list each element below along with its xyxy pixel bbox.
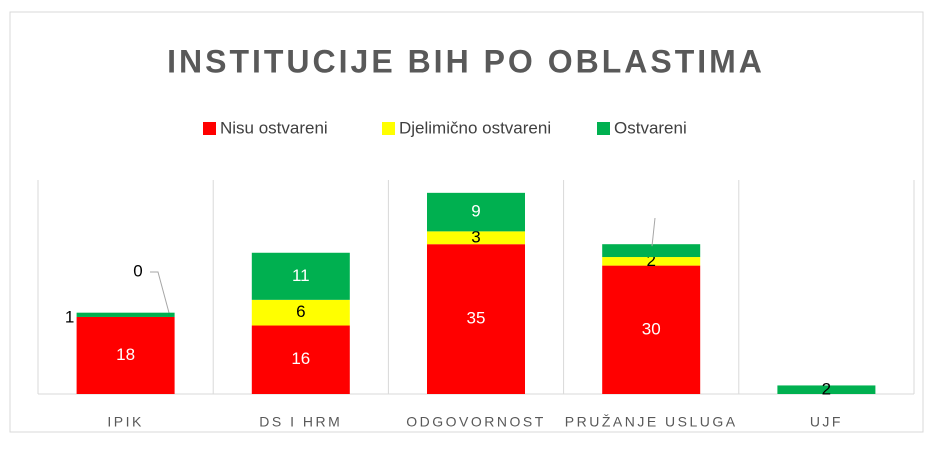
x-tick-label: PRUŽANJE USLUGA	[565, 414, 738, 430]
data-label: 3	[471, 227, 480, 246]
bar-segment	[602, 244, 701, 258]
bar-segment	[777, 385, 876, 394]
data-label: 0	[133, 261, 142, 280]
bar-segment	[427, 231, 525, 245]
x-tick-label: UJF	[810, 414, 843, 430]
bar-segment	[251, 252, 350, 300]
bar-segment	[427, 244, 525, 394]
bar-segment	[76, 316, 175, 394]
data-label: 35	[467, 309, 486, 328]
leader-line	[651, 217, 656, 247]
data-label: 18	[116, 345, 135, 364]
leader-line	[150, 271, 171, 316]
bar-segment	[76, 312, 175, 317]
bar-segment	[251, 325, 350, 394]
legend-label: Nisu ostvareni	[220, 118, 328, 137]
data-label: 1	[65, 307, 74, 326]
x-tick-label: ODGOVORNOST	[406, 414, 546, 430]
data-label: 6	[296, 302, 305, 321]
bar-segment	[427, 192, 525, 232]
data-label: 16	[291, 349, 310, 368]
data-label: 2	[646, 251, 655, 270]
data-label: 3	[649, 193, 658, 212]
bar-segment	[602, 265, 701, 394]
legend-swatch	[597, 122, 610, 135]
chart-title: INSTITUCIJE BIH PO OBLASTIMA	[167, 43, 765, 79]
x-tick-label: IPIK	[107, 414, 143, 430]
data-label: 30	[642, 319, 661, 338]
legend-label: Ostvareni	[614, 118, 687, 137]
bar-segment	[602, 257, 701, 266]
legend-label: Djelimično ostvareni	[399, 118, 551, 137]
bar-segment	[251, 299, 350, 326]
legend-swatch	[203, 122, 216, 135]
data-label: 9	[471, 202, 480, 221]
data-label: 2	[822, 379, 831, 398]
data-label: 11	[292, 266, 310, 285]
x-tick-label: DS I HRM	[259, 414, 342, 430]
legend-swatch	[382, 122, 395, 135]
